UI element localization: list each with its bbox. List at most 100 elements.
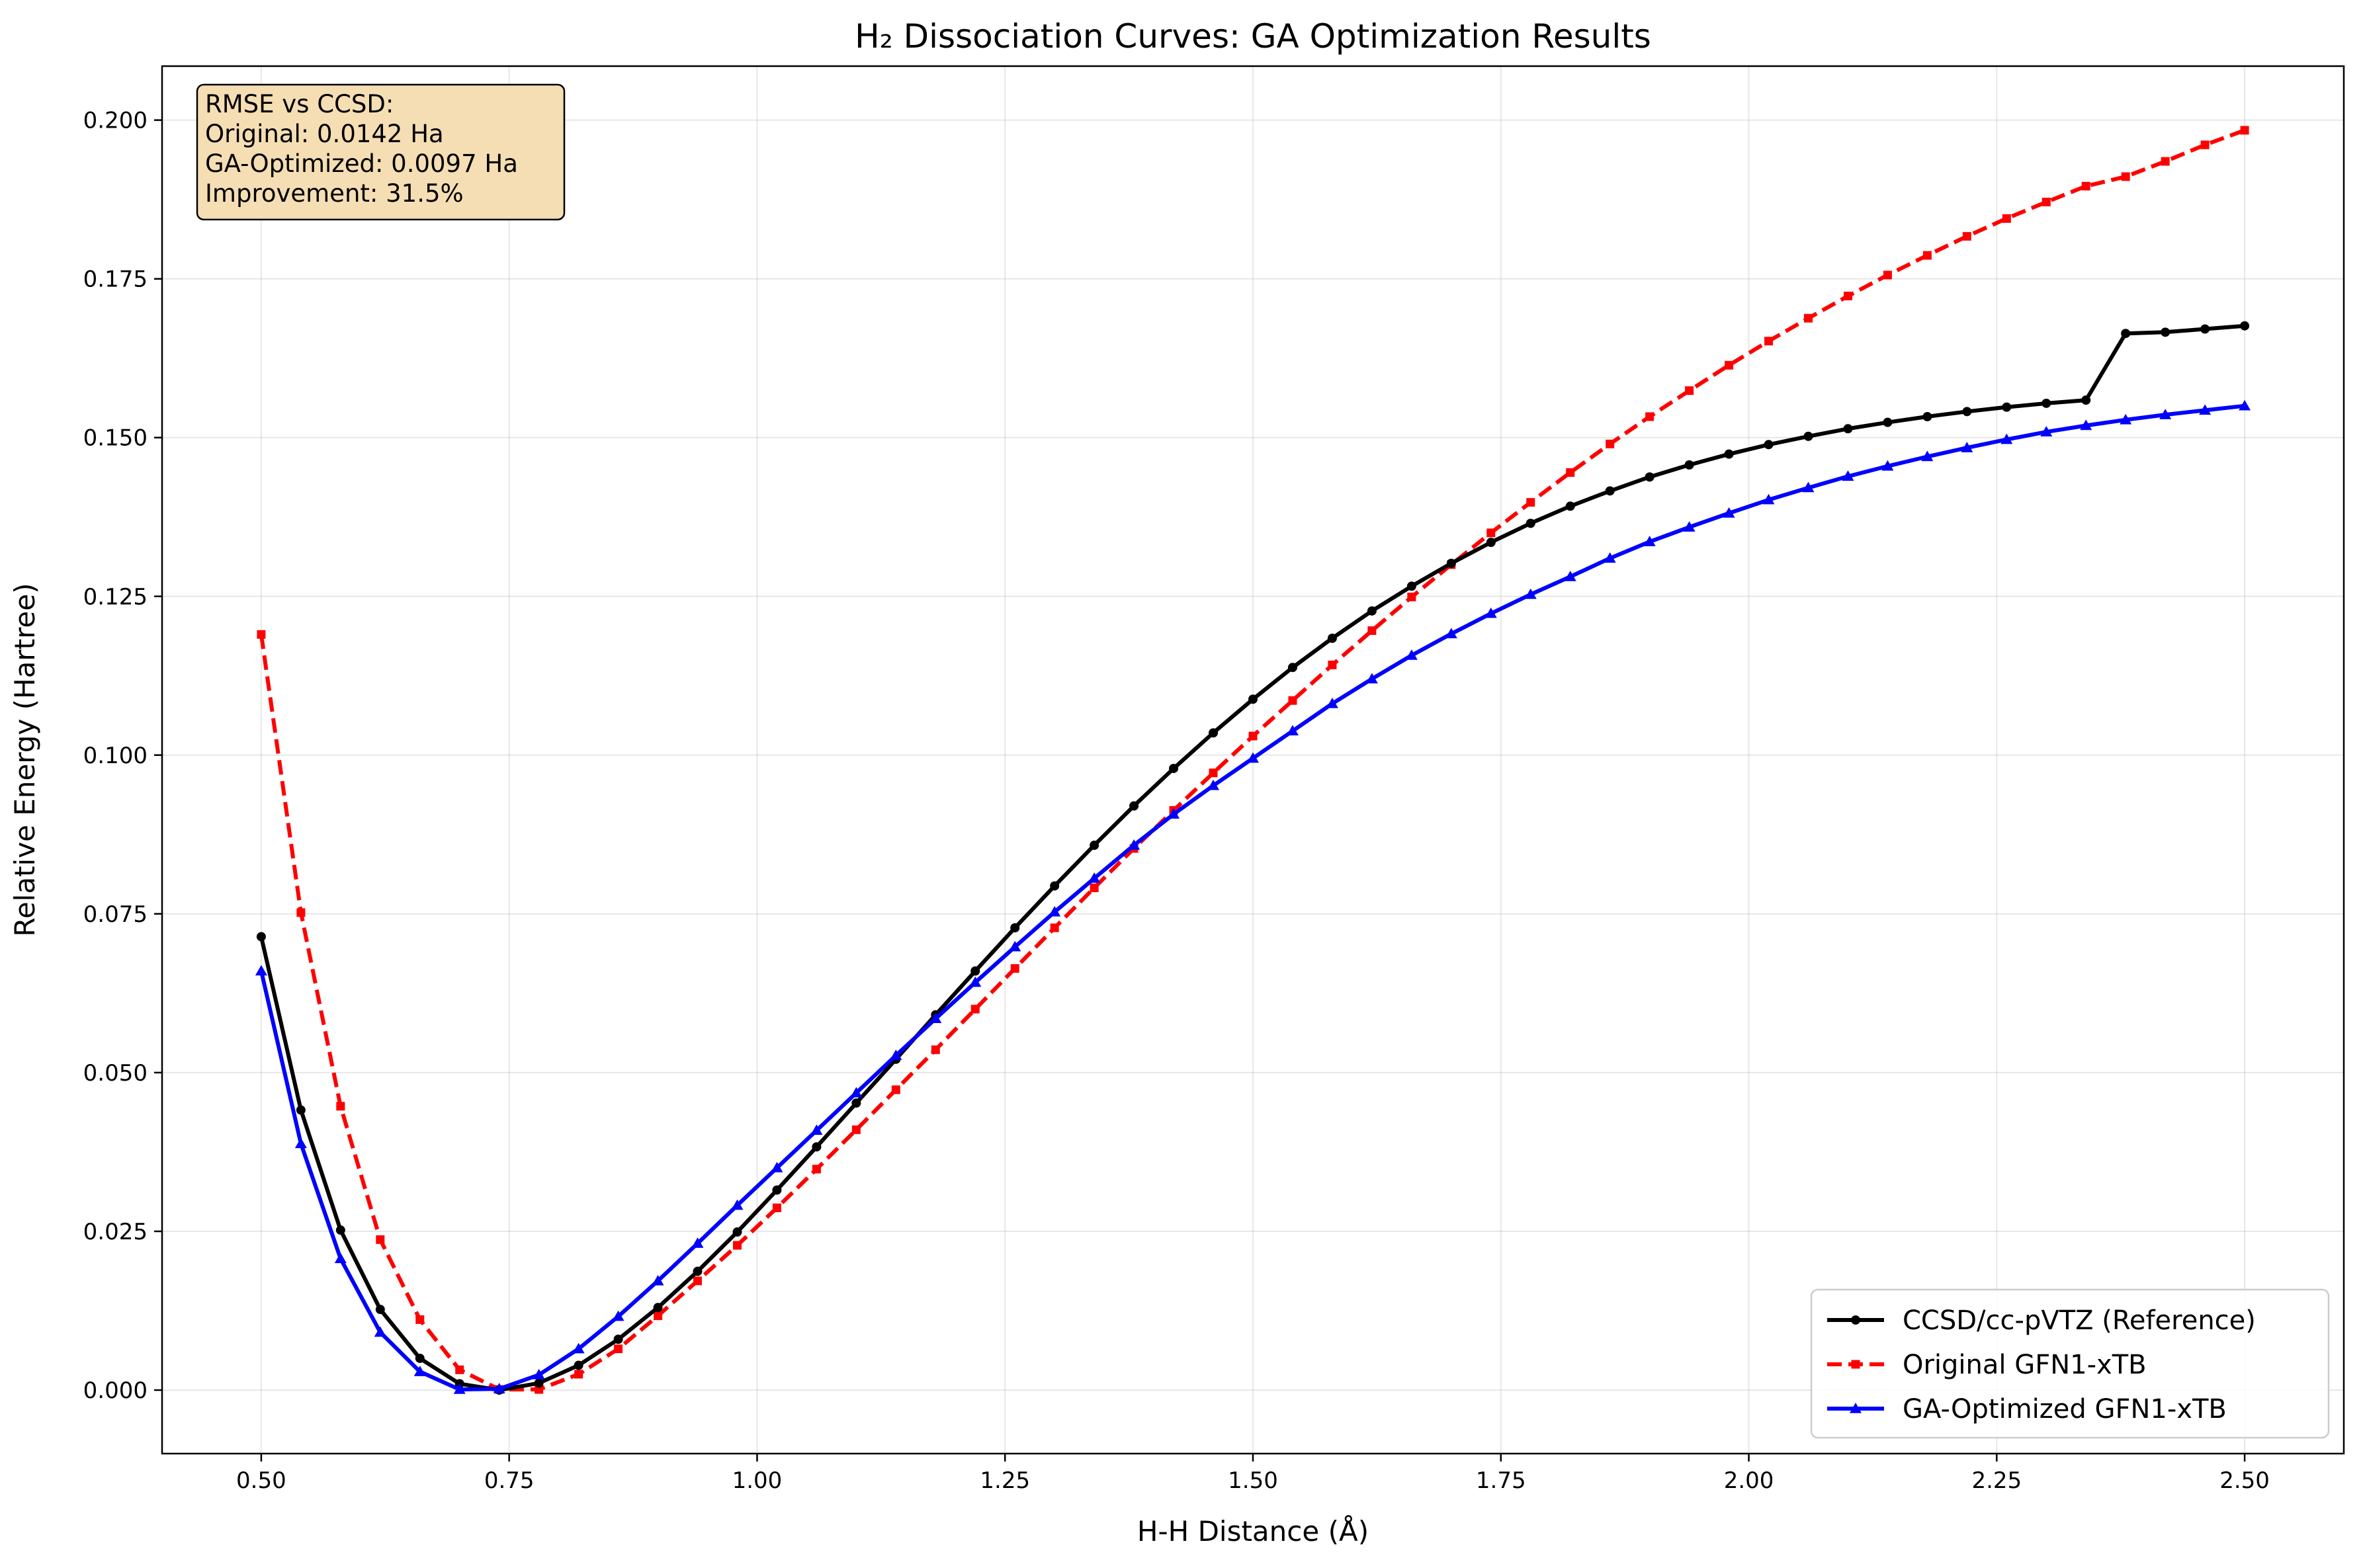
data-point: [2240, 321, 2250, 331]
data-point: [1604, 552, 1616, 563]
data-point: [812, 1142, 822, 1152]
x-tick-label: 0.50: [236, 1467, 286, 1494]
data-point: [1050, 923, 1059, 932]
data-point: [772, 1185, 782, 1195]
data-point: [1207, 779, 1220, 790]
data-point: [1723, 507, 1735, 518]
data-point: [2200, 140, 2210, 149]
y-tick-label: 0.175: [83, 267, 148, 293]
data-point: [1764, 440, 1774, 450]
data-point: [732, 1227, 742, 1237]
legend-box: [1810, 1288, 2330, 1439]
data-point: [1962, 407, 1972, 417]
data-point: [612, 1310, 624, 1321]
data-point: [1843, 424, 1853, 434]
data-point: [1484, 607, 1497, 618]
data-point: [1288, 696, 1297, 705]
data-point: [1405, 649, 1418, 660]
data-point: [1248, 694, 1258, 704]
data-point: [1168, 808, 1180, 819]
data-point: [1486, 538, 1496, 548]
data-point: [1724, 449, 1734, 459]
data-point: [574, 1370, 583, 1379]
y-tick-label: 0.150: [83, 425, 148, 452]
data-point: [534, 1378, 544, 1388]
data-point: [1921, 450, 1934, 462]
y-tick-label: 0.200: [83, 108, 148, 134]
legend-marker: [1850, 1403, 1862, 1413]
y-tick-label: 0.050: [83, 1060, 148, 1087]
series-layer: [255, 126, 2251, 1395]
data-point: [296, 908, 306, 917]
rmse-annotation: RMSE vs CCSD: Original: 0.0142 Ha GA-Opt…: [196, 83, 566, 221]
data-point: [1525, 518, 1535, 528]
data-point: [2120, 413, 2132, 425]
data-point: [1683, 521, 1696, 532]
data-point: [1883, 270, 1892, 280]
data-point: [1209, 768, 1218, 778]
data-point: [375, 1305, 385, 1315]
data-point: [652, 1274, 664, 1286]
data-point: [1961, 442, 1973, 452]
data-point: [1406, 581, 1416, 591]
data-point: [772, 1203, 781, 1212]
annotation-box: [196, 83, 566, 221]
data-point: [2081, 395, 2091, 405]
data-point: [653, 1303, 663, 1313]
data-point: [2041, 398, 2051, 408]
data-point: [1129, 801, 1139, 811]
data-point: [1684, 460, 1694, 470]
data-point: [1286, 725, 1299, 736]
y-tick-label: 0.025: [83, 1219, 148, 1245]
data-point: [691, 1237, 704, 1248]
x-tick-label: 1.75: [1476, 1467, 1526, 1494]
data-point: [693, 1266, 703, 1276]
data-point: [1446, 558, 1456, 568]
data-point: [810, 1124, 823, 1135]
data-point: [1365, 673, 1378, 684]
data-point: [1645, 472, 1654, 482]
data-point: [1881, 460, 1894, 471]
legend-entry: GA-Optimized GFN1-xTB: [1827, 1394, 2227, 1424]
data-point: [257, 630, 266, 639]
data-point: [929, 1012, 942, 1024]
annotation-line: Improvement: 31.5%: [205, 179, 464, 208]
data-point: [2121, 172, 2130, 181]
data-point: [1128, 839, 1140, 850]
data-point: [1367, 626, 1377, 636]
data-point: [1922, 251, 1932, 260]
data-point: [334, 1253, 347, 1263]
data-point: [1326, 698, 1338, 708]
y-axis-label: Relative Energy (Hartree): [9, 583, 41, 937]
data-point: [1327, 634, 1337, 643]
data-point: [1486, 528, 1496, 538]
data-point: [1287, 663, 1297, 673]
data-point: [1009, 940, 1021, 952]
data-point: [851, 1098, 861, 1108]
data-point: [415, 1315, 425, 1324]
data-point: [572, 1342, 585, 1354]
data-point: [1802, 481, 1815, 493]
data-point: [613, 1335, 623, 1344]
data-point: [336, 1102, 345, 1111]
data-point: [890, 1049, 902, 1060]
data-point: [970, 1005, 980, 1014]
data-point: [732, 1241, 742, 1250]
data-point: [1248, 731, 1258, 741]
data-point: [2159, 409, 2172, 419]
data-point: [1565, 501, 1575, 511]
data-point: [1883, 417, 1893, 427]
ticks: 0.50 0.75 1.00 1.25 1.50 1.75 2.00 2.25 2.50 0.00…: [83, 108, 2270, 1494]
data-point: [1367, 606, 1377, 616]
data-point: [654, 1311, 663, 1321]
data-point: [1803, 431, 1813, 441]
data-point: [771, 1161, 783, 1173]
data-point: [1764, 337, 1774, 346]
legend-marker: [1851, 1360, 1860, 1369]
data-point: [374, 1326, 386, 1337]
data-point: [455, 1365, 464, 1374]
data-point: [693, 1276, 703, 1286]
legend-entry: Original GFN1-xTB: [1827, 1350, 2147, 1380]
data-point: [731, 1199, 744, 1210]
